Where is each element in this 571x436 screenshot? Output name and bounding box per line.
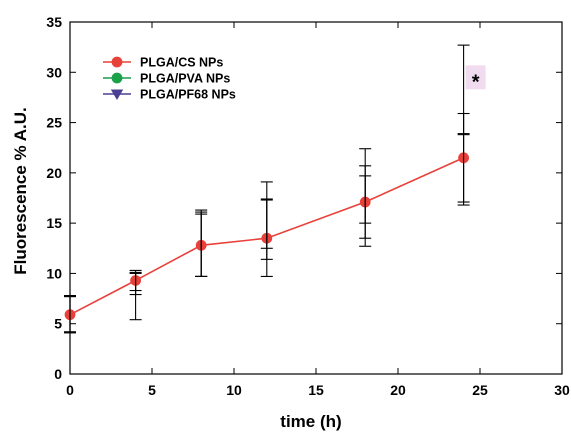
legend-marker <box>110 89 124 101</box>
legend-marker <box>111 72 123 84</box>
legend-label: PLGA/PF68 NPs <box>140 88 236 102</box>
legend-label: PLGA/CS NPs <box>140 56 223 70</box>
x-tick-label: 5 <box>148 382 156 398</box>
y-tick-label: 30 <box>46 64 62 80</box>
y-tick-label: 10 <box>46 265 62 281</box>
y-tick-label: 25 <box>46 115 62 131</box>
x-axis-label: time (h) <box>280 412 341 431</box>
x-tick-label: 30 <box>554 382 570 398</box>
y-tick-label: 15 <box>46 215 62 231</box>
annotation-highlight <box>465 65 486 90</box>
legend: PLGA/CS NPs PLGA/PVA NPs PLGA/PF68 NPs <box>103 56 236 102</box>
y-tick-label: 0 <box>54 366 62 382</box>
y-tick-label: 35 <box>46 14 62 30</box>
x-tick-label: 0 <box>66 382 74 398</box>
legend-label: PLGA/PVA NPs <box>140 72 230 86</box>
x-tick-label: 15 <box>308 382 324 398</box>
significance-marker: * <box>472 71 480 93</box>
legend-item: PLGA/PF68 NPs <box>103 88 236 102</box>
series-layer <box>64 44 470 334</box>
legend-marker <box>111 56 123 68</box>
y-tick-label: 5 <box>54 316 62 332</box>
axis-ticks: 0 5 10 15 20 25 30 0 5 10 15 20 25 30 35 <box>46 14 570 398</box>
annotation-layer: * <box>465 65 486 93</box>
series-line <box>69 157 464 316</box>
y-axis-label: Fluorescence % A.U. <box>11 107 30 275</box>
x-tick-label: 20 <box>390 382 406 398</box>
x-tick-label: 25 <box>472 382 488 398</box>
series-3 <box>64 44 470 333</box>
legend-item: PLGA/CS NPs <box>103 56 223 70</box>
legend-item: PLGA/PVA NPs <box>103 72 230 86</box>
y-tick-label: 20 <box>46 165 62 181</box>
x-tick-label: 10 <box>226 382 242 398</box>
